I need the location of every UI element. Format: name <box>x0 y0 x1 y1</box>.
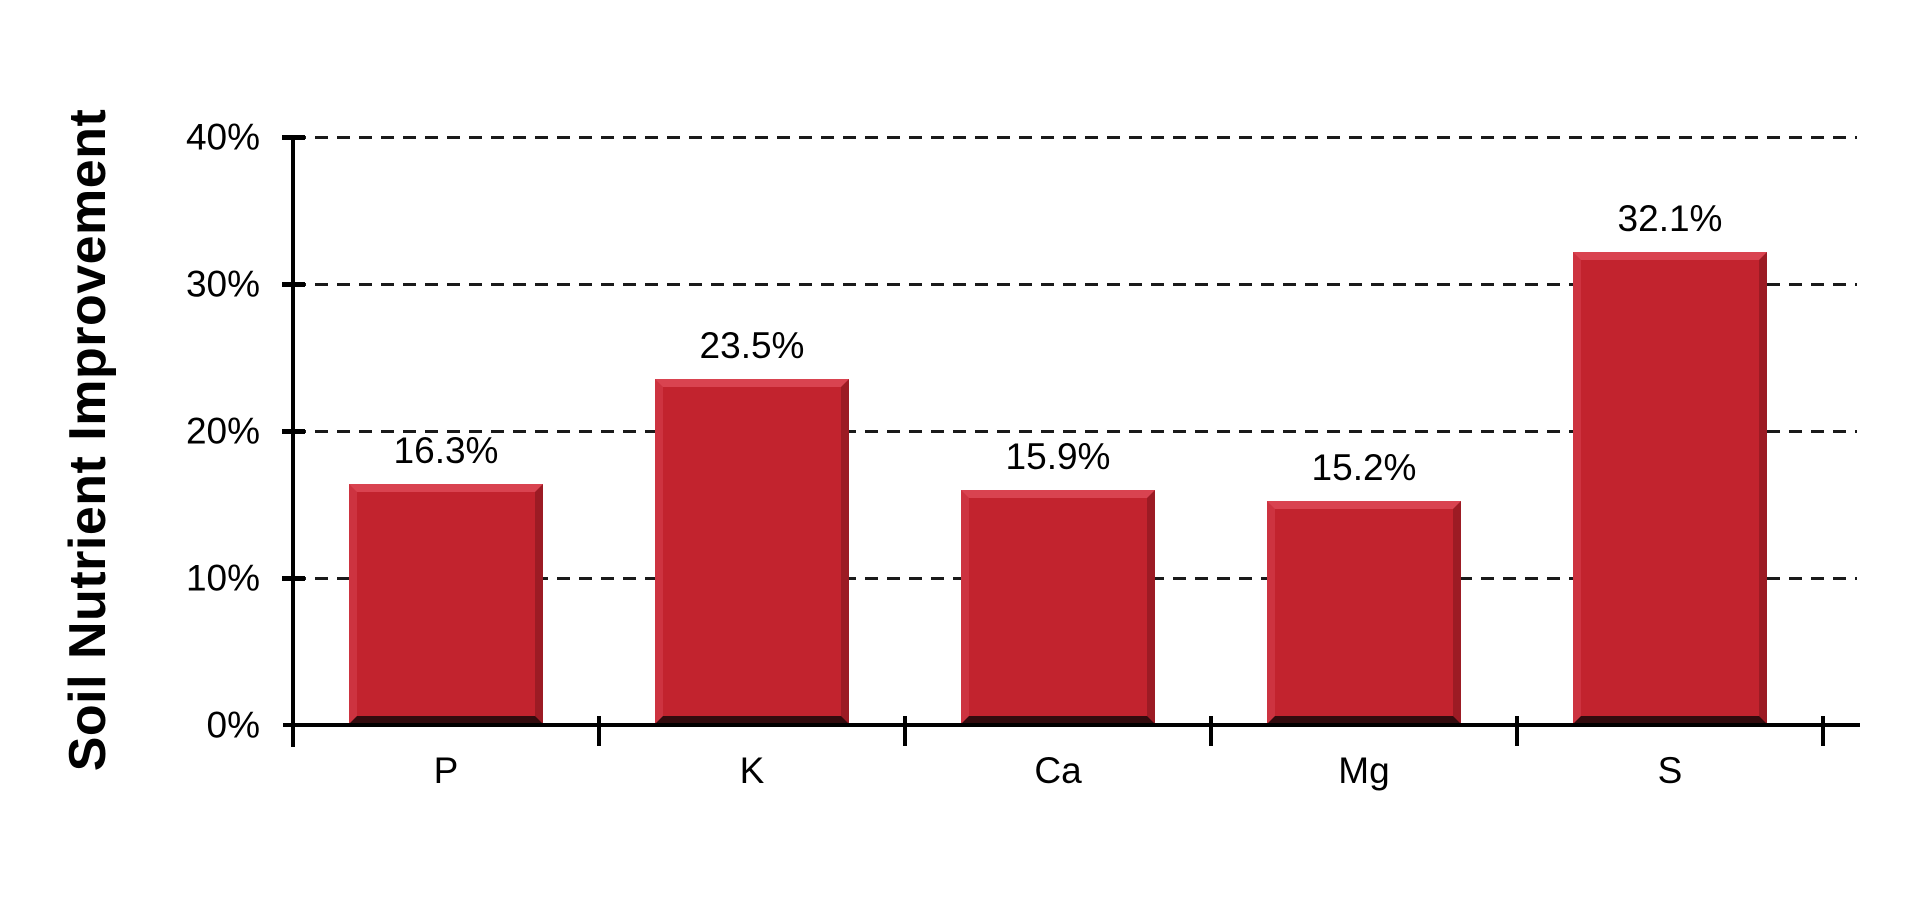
x-category-label: P <box>433 750 459 791</box>
y-tick-label: 20% <box>185 410 260 452</box>
x-tick <box>903 716 907 746</box>
bar-P <box>349 484 543 724</box>
bar-Mg <box>1267 500 1461 724</box>
x-category-label: S <box>1657 750 1683 791</box>
x-tick <box>1209 716 1213 746</box>
x-category-label: K <box>739 750 765 791</box>
gridline-20% <box>293 430 1857 433</box>
y-tick-40% <box>282 135 305 140</box>
y-tick-20% <box>282 429 305 434</box>
y-tick-label: 10% <box>185 557 260 599</box>
y-tick-label: 40% <box>185 116 260 158</box>
x-category-label: Ca <box>1034 750 1082 791</box>
bar-value-label: 32.1% <box>1617 198 1723 240</box>
bar-value-label: 23.5% <box>699 324 805 366</box>
y-axis-line <box>291 135 295 747</box>
x-tick <box>1515 716 1519 746</box>
y-tick-label: 30% <box>185 263 260 305</box>
bar-K <box>655 378 849 724</box>
bar-value-label: 15.9% <box>1005 436 1111 478</box>
gridline-30% <box>293 283 1857 286</box>
gridline-40% <box>293 136 1857 139</box>
bar-S <box>1573 252 1767 724</box>
x-tick <box>1821 716 1825 746</box>
x-category-label: Mg <box>1338 750 1390 791</box>
y-tick-10% <box>282 576 305 581</box>
bar-Ca <box>961 490 1155 724</box>
bar-value-label: 16.3% <box>393 430 499 472</box>
y-axis-title: Soil Nutrient Improvement <box>59 108 117 772</box>
y-tick-label: 0% <box>206 704 260 746</box>
x-axis-line <box>283 723 1860 727</box>
y-tick-30% <box>282 282 305 287</box>
bar-value-label: 15.2% <box>1311 446 1417 488</box>
x-tick <box>597 716 601 746</box>
